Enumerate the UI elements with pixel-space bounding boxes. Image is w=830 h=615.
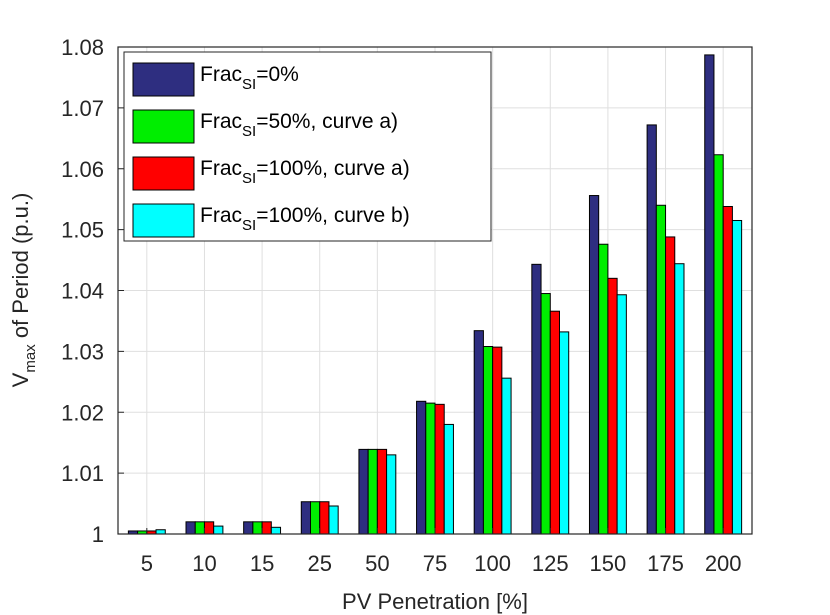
bar [358,448,369,535]
y-tick-label: 1.01 [61,461,104,486]
bar [616,294,627,535]
bar [300,501,312,535]
y-tick-label: 1 [92,522,104,547]
bar [713,154,724,535]
bar [540,293,551,535]
y-axis: 1 1.01 1.02 1.03 1.04 1.05 1.06 1.07 1.08 [61,35,124,547]
legend-swatch [132,203,195,238]
y-tick-label: 1.02 [61,400,104,425]
y-axis-label: Vmax of Period (p.u.) [8,193,39,388]
x-tick-label: 125 [532,551,569,576]
y-tick-label: 1.04 [61,279,104,304]
bar [443,423,454,535]
bar [252,521,263,535]
bar [270,526,282,535]
y-tick-label: 1.08 [61,35,104,60]
legend-swatch [132,156,195,191]
bar [319,501,330,535]
bar [531,263,542,535]
bar [243,521,254,535]
bar [492,346,503,535]
bar [598,243,609,535]
y-tick-label: 1.03 [61,339,104,364]
bar [310,501,321,535]
bar [501,377,512,535]
bar [376,448,388,535]
bar [328,505,339,535]
bar [549,310,560,535]
bar [203,521,215,535]
legend-label: FracSI=100%, curve b) [200,204,410,234]
bar [482,346,494,535]
bar [607,277,618,535]
bar [386,454,397,535]
bar [367,448,378,535]
x-tick-label: 175 [647,551,684,576]
bar [185,521,196,535]
bar [722,205,733,535]
x-tick-label: 25 [307,551,331,576]
bar [655,204,667,535]
x-tick-label: 15 [250,551,274,576]
legend-label: FracSI=0% [200,63,299,93]
x-tick-label: 200 [705,551,742,576]
bar [731,219,743,535]
y-tick-label: 1.07 [61,96,104,121]
x-axis: 5 10 15 25 50 75 100 125 150 175 200 [141,528,742,576]
bar [416,400,427,535]
x-tick-label: 5 [141,551,153,576]
legend-swatch [132,109,195,144]
legend-label: FracSI=50%, curve a) [200,110,398,140]
x-tick-label: 50 [365,551,389,576]
x-tick-label: 10 [192,551,216,576]
bar [588,195,600,535]
bar [194,521,205,535]
x-tick-label: 150 [590,551,627,576]
x-tick-label: 100 [474,551,511,576]
bar [434,403,445,535]
legend-label: FracSI=100%, curve a) [200,157,410,187]
bar [425,402,436,535]
x-axis-label: PV Penetration [%] [342,589,528,614]
y-tick-label: 1.05 [61,218,104,243]
legend: FracSI=0% FracSI=50%, curve a) FracSI=100%… [123,51,492,242]
bars [127,54,743,535]
y-tick-label: 1.06 [61,157,104,182]
bar [155,529,166,535]
bar [704,54,715,535]
bar [473,330,484,535]
bar [213,525,224,535]
bar [674,263,685,535]
bar [558,331,570,535]
x-tick-label: 75 [423,551,447,576]
bar [261,521,272,535]
bar [646,124,657,535]
bar [665,236,676,535]
legend-swatch [132,62,195,97]
